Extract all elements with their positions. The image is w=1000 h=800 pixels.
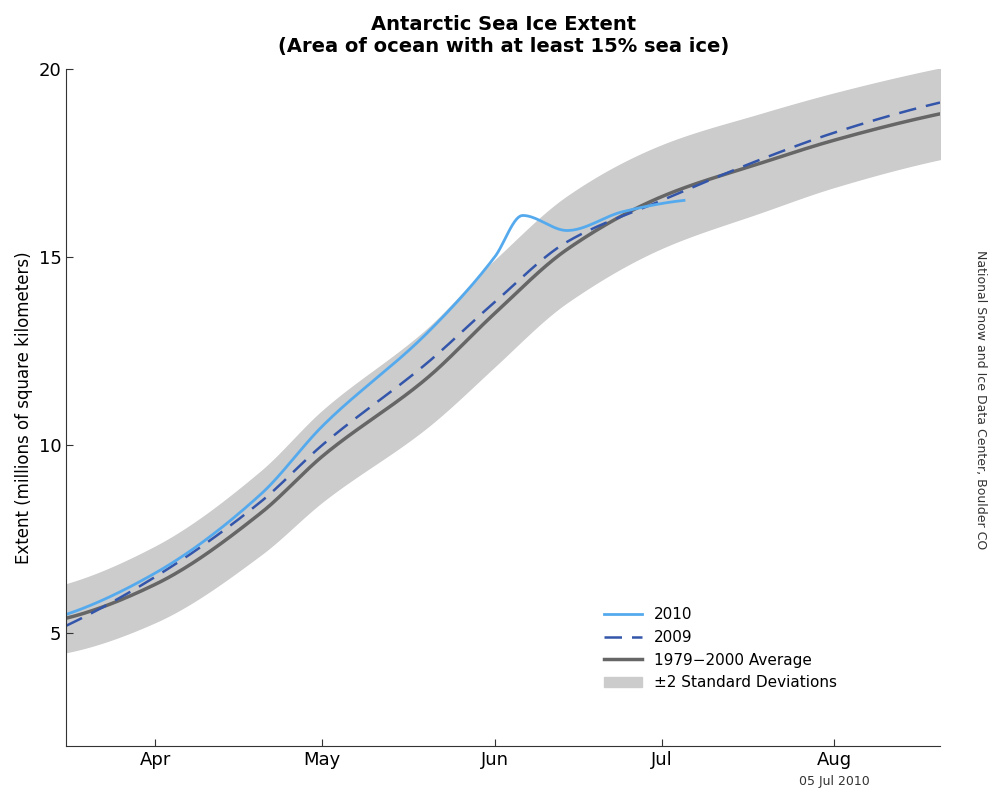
Text: 05 Jul 2010: 05 Jul 2010 [799,775,870,788]
Text: National Snow and Ice Data Center, Boulder CO: National Snow and Ice Data Center, Bould… [974,250,986,550]
Y-axis label: Extent (millions of square kilometers): Extent (millions of square kilometers) [15,251,33,564]
Title: Antarctic Sea Ice Extent
(Area of ocean with at least 15% sea ice): Antarctic Sea Ice Extent (Area of ocean … [278,15,729,56]
Legend: 2010, 2009, 1979−2000 Average, ±2 Standard Deviations: 2010, 2009, 1979−2000 Average, ±2 Standa… [596,600,845,698]
